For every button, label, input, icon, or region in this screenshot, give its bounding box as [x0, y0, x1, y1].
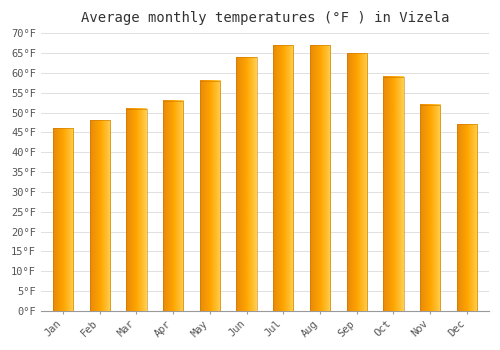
Bar: [420, 105, 440, 311]
Bar: [273, 45, 293, 311]
Title: Average monthly temperatures (°F ) in Vizela: Average monthly temperatures (°F ) in Vi…: [80, 11, 449, 25]
Bar: [236, 57, 256, 311]
Bar: [457, 125, 477, 311]
Bar: [310, 45, 330, 311]
Bar: [163, 101, 183, 311]
Bar: [200, 81, 220, 311]
Bar: [90, 120, 110, 311]
Bar: [346, 53, 367, 311]
Bar: [53, 128, 73, 311]
Bar: [126, 108, 146, 311]
Bar: [384, 77, 404, 311]
